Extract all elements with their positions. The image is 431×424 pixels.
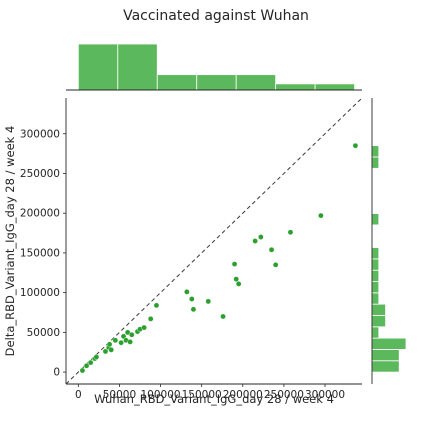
data-point-22 — [188, 296, 195, 302]
data-point-2 — [87, 359, 94, 366]
y-hist-bar-4 — [371, 315, 387, 328]
data-point-26 — [231, 261, 238, 267]
y-tick-label-3: 150000 — [20, 247, 60, 259]
x-tick-label-4: 200000 — [223, 389, 263, 401]
y-hist-bar-10 — [371, 247, 380, 260]
y-tick-label-1: 50000 — [27, 327, 60, 339]
data-point-20 — [153, 302, 160, 309]
y-tick-label-6: 300000 — [20, 128, 60, 140]
scatter-plot-area: 0 50000 100000 150000 200000 250000 300000 050… — [20, 97, 363, 401]
x-hist-bar-0 — [77, 43, 119, 91]
y-hist-bar-6 — [371, 292, 380, 305]
x-hist-bar-3 — [196, 74, 237, 91]
data-point-14 — [127, 339, 133, 345]
data-point-19 — [147, 316, 154, 322]
x-tick-label-0: 0 — [75, 389, 82, 401]
right-marginal-histogram — [371, 145, 407, 373]
data-point-30 — [258, 234, 264, 240]
data-point-7 — [106, 341, 113, 348]
x-tick-label-1: 50000 — [103, 389, 136, 401]
chart-title: Vaccinated against Wuhan — [123, 8, 309, 24]
data-point-24 — [205, 298, 212, 305]
data-point-21 — [184, 289, 190, 295]
data-point-29 — [252, 238, 258, 244]
y-hist-bar-7 — [371, 281, 380, 294]
y-tick-label-0: 0 — [53, 367, 60, 379]
y-axis-label: Delta_RBD_Variant_IgG_day 28 / week 4 — [3, 126, 17, 357]
y-tick-label-2: 100000 — [20, 287, 60, 299]
y-axis-ticks: 0 50000 100000 150000 200000 250000 300000 — [20, 128, 66, 379]
y-hist-bar-5 — [371, 303, 387, 316]
x-hist-bar-5 — [275, 83, 316, 91]
x-hist-bar-4 — [235, 74, 277, 91]
x-tick-label-6: 300000 — [305, 389, 345, 401]
x-axis-ticks: 0 50000 100000 150000 200000 250000 300000 — [75, 384, 345, 401]
data-point-31 — [268, 246, 275, 253]
data-point-33 — [287, 229, 294, 236]
data-point-11 — [120, 333, 127, 340]
x-tick-label-2: 100000 — [141, 389, 181, 401]
data-point-35 — [352, 142, 359, 149]
x-axis-label: Wuhan_RBD_Variant_IgG_day 28 / week 4 — [94, 392, 334, 406]
x-tick-label-3: 150000 — [182, 389, 222, 401]
data-point-8 — [108, 347, 115, 353]
y-hist-bar-1 — [371, 349, 400, 362]
data-point-34 — [318, 212, 324, 219]
data-point-25 — [220, 313, 226, 320]
data-point-32 — [272, 262, 279, 268]
data-point-0 — [79, 367, 86, 374]
identity-reference-line — [65, 97, 363, 385]
data-point-18 — [141, 324, 147, 331]
data-point-13 — [124, 329, 131, 336]
data-point-28 — [235, 281, 242, 287]
y-hist-bar-19 — [371, 145, 380, 158]
y-hist-bar-2 — [371, 337, 407, 350]
y-hist-bar-8 — [371, 269, 380, 282]
y-hist-bar-18 — [371, 156, 380, 169]
y-tick-label-5: 250000 — [20, 168, 60, 180]
y-hist-bar-3 — [371, 326, 380, 339]
top-marginal-histogram — [77, 43, 355, 91]
data-point-4 — [93, 354, 100, 360]
data-point-15 — [128, 331, 135, 338]
y-hist-bar-0 — [371, 360, 400, 373]
data-point-23 — [190, 306, 197, 313]
x-tick-label-5: 250000 — [264, 389, 304, 401]
data-point-10 — [118, 339, 124, 346]
y-hist-bar-9 — [371, 258, 380, 271]
x-hist-bar-2 — [156, 74, 198, 91]
y-tick-label-4: 200000 — [20, 208, 60, 220]
x-hist-bar-1 — [117, 43, 158, 91]
y-hist-bar-13 — [371, 213, 380, 226]
data-point-1 — [83, 362, 90, 369]
data-point-9 — [112, 337, 119, 344]
data-point-27 — [233, 276, 239, 282]
scatter-points — [79, 142, 359, 374]
data-point-5 — [102, 348, 109, 355]
x-hist-bar-6 — [314, 83, 355, 91]
